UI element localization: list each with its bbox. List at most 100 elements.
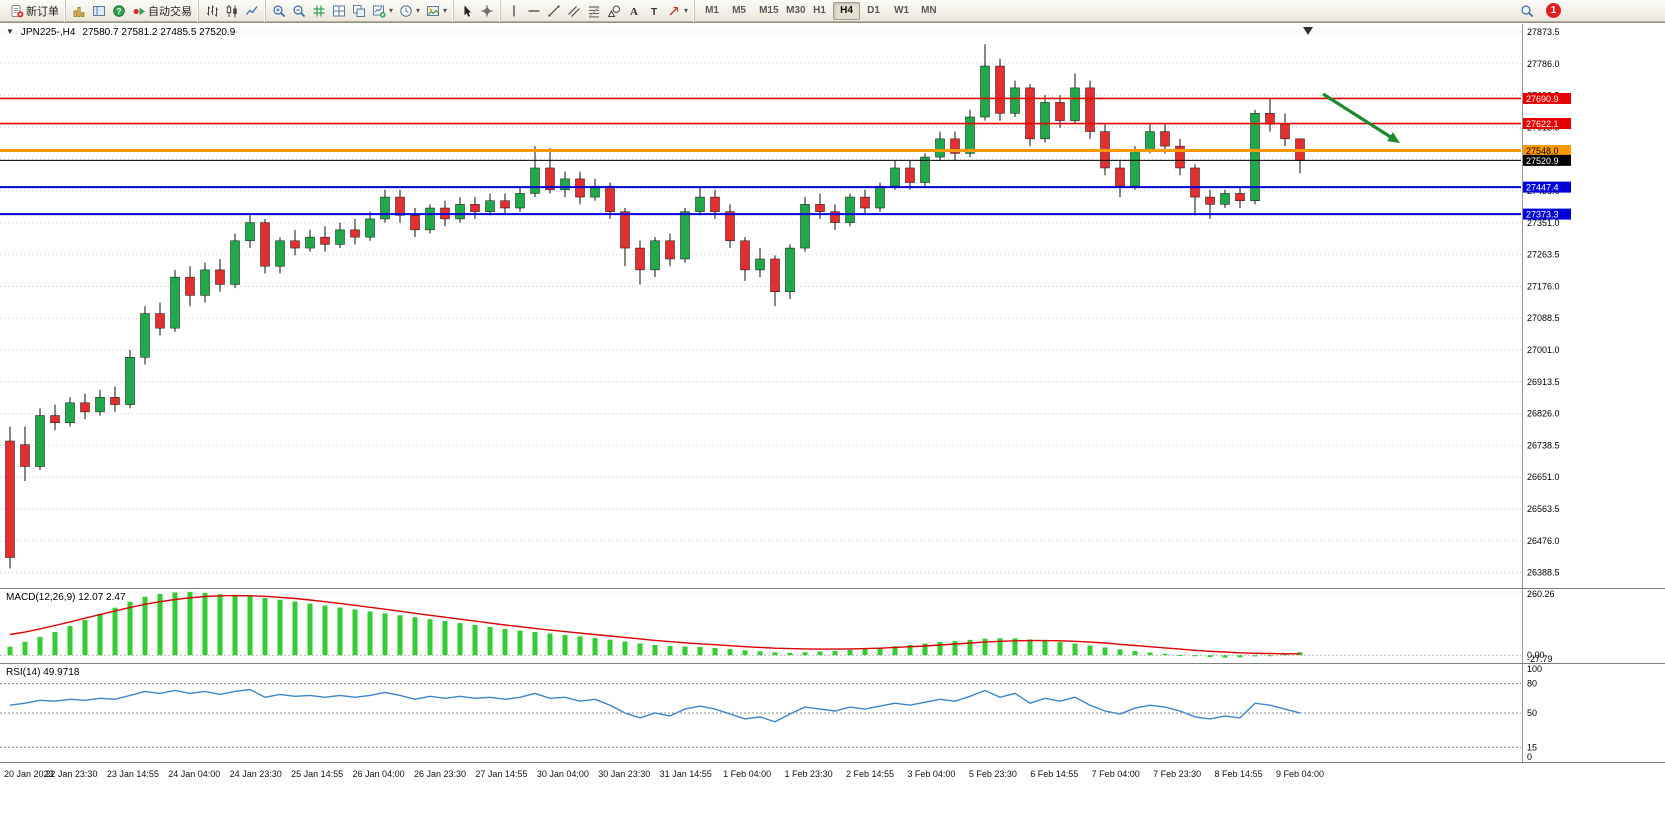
- timeframe-mn[interactable]: MN: [914, 2, 941, 20]
- symbol-period-label: JPN225-,H4: [20, 27, 76, 38]
- trend-arrow-annotation[interactable]: [1322, 92, 1396, 142]
- price-tick-label: 26826.0: [1527, 409, 1560, 419]
- price-chart-svg[interactable]: 27873.527786.027698.527613.527523.527436…: [0, 24, 1665, 588]
- dropdown-caret-icon[interactable]: ▾: [443, 5, 448, 15]
- channel-icon: [568, 5, 580, 17]
- macd-histogram: [7, 591, 1303, 658]
- fibonacci-button[interactable]: [584, 1, 604, 20]
- rsi-tick-label: 80: [1527, 679, 1537, 689]
- trend-arrow-head-icon: [1387, 132, 1400, 143]
- svg-text:T: T: [651, 7, 657, 18]
- toolbar-right-group: 1: [1517, 1, 1561, 20]
- price-tick-label: 26913.5: [1527, 377, 1560, 387]
- periodicity-button[interactable]: ▾: [396, 1, 423, 20]
- zoom-in-icon: [273, 4, 286, 17]
- line-chart-button[interactable]: [242, 1, 262, 20]
- rsi-tick-label: 15: [1527, 742, 1537, 752]
- price-badge-label: 27622.1: [1526, 119, 1559, 129]
- timeframe-d1[interactable]: D1: [860, 2, 887, 20]
- new-order-icon: [11, 4, 24, 17]
- dropdown-caret-icon[interactable]: ▾: [684, 5, 689, 15]
- time-tick-label: 20 Jan 2023: [4, 769, 54, 779]
- cascade-windows-button[interactable]: [349, 1, 369, 20]
- shapes-button[interactable]: [604, 1, 624, 20]
- price-badge: [1523, 181, 1571, 193]
- main-chart-panel[interactable]: 27873.527786.027698.527613.527523.527436…: [0, 24, 1665, 589]
- search-button[interactable]: [1517, 1, 1537, 20]
- timeframe-h1[interactable]: H1: [806, 2, 833, 20]
- arrow-tool-icon: [669, 6, 679, 15]
- market-watch-button[interactable]: [69, 1, 89, 20]
- new-order-button-label: 新订单: [26, 5, 59, 18]
- new-order-button[interactable]: 新订单: [7, 1, 62, 20]
- candlestick-chart-button[interactable]: [222, 1, 242, 20]
- text-button[interactable]: A: [624, 1, 644, 20]
- vertical-line-button[interactable]: [504, 1, 524, 20]
- time-tick-label: 1 Feb 23:30: [784, 769, 833, 779]
- notification-badge[interactable]: 1: [1546, 3, 1561, 18]
- templates-button[interactable]: ▾: [423, 1, 450, 20]
- timeframe-m15[interactable]: M15: [752, 2, 779, 20]
- tile-windows-button[interactable]: [329, 1, 349, 20]
- text-icon: A: [630, 6, 638, 18]
- horizontal-line-button[interactable]: [524, 1, 544, 20]
- timeframe-w1[interactable]: W1: [887, 2, 914, 20]
- new-chart-icon: [373, 5, 386, 18]
- timeframe-h4[interactable]: H4: [833, 1, 861, 20]
- time-tick-label: 24 Jan 04:00: [168, 769, 221, 779]
- macd-label: MACD(12,26,9) 12.07 2.47: [6, 592, 126, 603]
- time-tick-label: 23 Jan 14:55: [106, 769, 159, 779]
- price-badge: [1523, 208, 1571, 220]
- timeframe-m30[interactable]: M30: [779, 2, 806, 20]
- bar-chart-button[interactable]: [202, 1, 222, 20]
- chart-symbol-label: ▼ JPN225-,H4 27580.7 27581.2 27485.5 275…: [6, 27, 235, 38]
- time-axis[interactable]: 20 Jan 2023 22 Jan 23:30 23 Jan 14:55 24 Ja…: [0, 763, 1665, 787]
- timeframe-m1[interactable]: M1: [698, 2, 725, 20]
- price-tick-label: 27351.0: [1527, 218, 1560, 228]
- vline-icon: [513, 5, 515, 16]
- svg-text:A: A: [630, 6, 638, 18]
- toolbar-group: [453, 0, 500, 22]
- new-chart-button[interactable]: ▾: [369, 1, 396, 20]
- autotrading-button[interactable]: 自动交易: [129, 1, 195, 20]
- rsi-indicator-svg[interactable]: 100 80 50 150: [0, 664, 1665, 762]
- price-tick-label: 27176.0: [1527, 281, 1560, 291]
- rsi-panel[interactable]: 100 80 50 15 0 RSI(14) 49.9718: [0, 664, 1665, 763]
- navigator-button[interactable]: [89, 1, 109, 20]
- price-badge-label: 27520.9: [1526, 156, 1559, 166]
- channel-button[interactable]: [564, 1, 584, 20]
- dropdown-caret-icon[interactable]: ▾: [416, 5, 421, 15]
- time-tick-label: 2 Feb 14:55: [845, 769, 895, 779]
- cursor-button[interactable]: [457, 1, 477, 20]
- time-tick-label: 30 Jan 04:00: [536, 769, 589, 779]
- text-label-button[interactable]: T: [644, 1, 664, 20]
- collapse-arrow-icon[interactable]: ▼: [6, 27, 14, 36]
- price-tick-label: 26476.0: [1527, 536, 1560, 546]
- time-tick-label: 7 Feb 23:30: [1153, 769, 1202, 779]
- arrows-button[interactable]: ▾: [664, 1, 691, 20]
- toolbar-group: A T ▾: [500, 0, 694, 22]
- arrange-icon: [353, 4, 365, 17]
- macd-indicator-svg[interactable]: 260.26 0.00-27.79: [0, 589, 1665, 663]
- help-button[interactable]: ?: [109, 1, 129, 20]
- zoom-in-button[interactable]: [269, 1, 289, 20]
- bars-icon: [207, 5, 218, 16]
- time-tick-label: 7 Feb 04:00: [1091, 769, 1140, 779]
- toolbar-group: 新订单: [4, 0, 65, 22]
- shapes-icon: [607, 4, 621, 17]
- price-badge: [1523, 144, 1571, 156]
- timeframe-m5[interactable]: M5: [725, 2, 752, 20]
- time-tick-label: 27 Jan 14:55: [475, 769, 528, 779]
- trendline-button[interactable]: [544, 1, 564, 20]
- zoom-out-button[interactable]: [289, 1, 309, 20]
- timeframe-group: M1 M5 M15 M30 H1 H4 D1 W1 MN: [694, 0, 944, 22]
- crosshair-button[interactable]: [477, 1, 497, 20]
- toolbar-group: ▾ ▾ ▾: [265, 0, 453, 22]
- chart-marker-icon: [1303, 27, 1313, 35]
- chart-frame: 27873.527786.027698.527613.527523.527436…: [0, 22, 1665, 834]
- grid-button[interactable]: [309, 1, 329, 20]
- dropdown-caret-icon[interactable]: ▾: [389, 5, 394, 15]
- autotrading-button-label: 自动交易: [148, 5, 192, 18]
- toolbar-group: [198, 0, 265, 22]
- macd-panel[interactable]: 260.26 0.00 -27.79 MACD(12,26,9) 12.07 2.4…: [0, 589, 1665, 664]
